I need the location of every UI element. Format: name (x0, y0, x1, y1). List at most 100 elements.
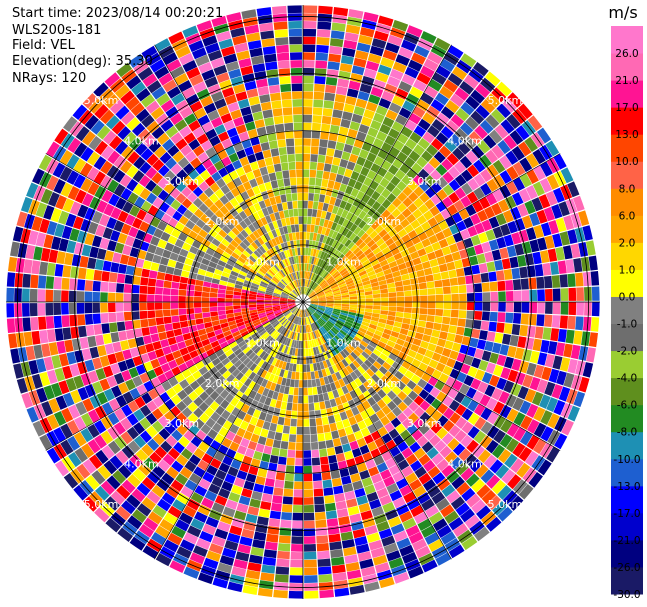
range-gate (218, 462, 230, 474)
range-gate (413, 418, 425, 430)
range-gate (309, 272, 313, 280)
range-gate (315, 310, 323, 316)
range-gate (314, 241, 319, 250)
range-gate (200, 213, 210, 224)
range-gate (193, 396, 204, 407)
range-gate (413, 447, 426, 460)
range-gate (215, 264, 225, 272)
range-gate (332, 249, 340, 258)
range-gate (363, 263, 373, 270)
range-gate (406, 380, 417, 390)
range-gate (520, 278, 529, 290)
range-ring-label: 3.0km (165, 175, 200, 188)
range-gate (287, 322, 293, 330)
range-gate (199, 169, 211, 181)
range-gate (199, 27, 215, 40)
range-gate (376, 194, 386, 205)
range-gate (267, 132, 277, 142)
range-gate (257, 359, 265, 368)
range-gate (292, 315, 297, 324)
range-gate (202, 523, 217, 536)
range-gate (119, 254, 130, 265)
range-gate (263, 549, 277, 559)
range-gate (190, 330, 199, 339)
range-gate (244, 226, 253, 236)
range-gate (442, 171, 455, 184)
range-gate (210, 340, 220, 348)
range-gate (124, 235, 135, 247)
range-gate (323, 286, 331, 292)
range-gate (226, 337, 236, 345)
range-gate (266, 288, 274, 293)
range-gate (446, 261, 456, 271)
range-gate (53, 179, 66, 194)
range-gate (198, 181, 210, 192)
range-gate (363, 347, 373, 356)
range-gate (379, 259, 389, 267)
range-gate (483, 134, 497, 149)
range-gate (284, 276, 291, 284)
range-gate (463, 217, 474, 229)
range-gate (347, 265, 355, 273)
range-gate (224, 540, 239, 551)
range-gate (196, 274, 205, 281)
range-gate (304, 567, 318, 576)
range-gate (381, 199, 392, 209)
range-gate (448, 325, 458, 334)
range-gate (315, 320, 322, 328)
range-gate (414, 263, 424, 272)
range-gate (388, 366, 398, 376)
range-gate (80, 178, 93, 193)
range-gate (126, 75, 142, 90)
range-gate (348, 80, 361, 91)
range-gate (309, 305, 317, 309)
range-gate (139, 188, 151, 200)
range-gate (412, 384, 423, 395)
range-gate (404, 355, 415, 364)
range-gate (255, 176, 264, 186)
range-gate (393, 252, 403, 261)
range-gate (286, 241, 292, 250)
range-gate (170, 394, 182, 406)
range-gate (257, 587, 273, 597)
range-gate (225, 290, 234, 295)
range-gate (107, 179, 119, 193)
range-gate (155, 279, 164, 288)
range-gate (227, 581, 243, 593)
colorbar-tick-label: 1.0 (619, 264, 636, 276)
range-gate (315, 311, 322, 317)
range-gate (303, 13, 317, 21)
range-gate (78, 325, 87, 338)
range-gate (454, 87, 470, 101)
range-gate (171, 93, 185, 106)
range-gate (296, 324, 300, 333)
range-gate (358, 34, 373, 46)
range-gate (287, 298, 296, 301)
range-gate (347, 285, 356, 290)
range-gate (236, 502, 249, 514)
range-gate (371, 38, 387, 49)
range-gate (231, 566, 247, 577)
range-gate (376, 399, 387, 409)
range-gate (378, 279, 387, 286)
range-gate (405, 524, 420, 537)
range-gate (314, 504, 326, 513)
range-gate (272, 349, 279, 358)
range-gate (230, 187, 241, 198)
range-gate (96, 125, 111, 140)
range-gate (438, 238, 449, 249)
range-gate (420, 221, 431, 232)
range-gate (245, 235, 254, 244)
range-gate (205, 128, 218, 140)
range-gate (233, 83, 246, 94)
range-gate (473, 430, 487, 444)
range-gate (82, 459, 97, 474)
range-gate (489, 281, 498, 292)
range-gate (315, 233, 321, 242)
range-gate (217, 306, 226, 311)
range-gate (349, 214, 358, 224)
range-gate (312, 273, 317, 282)
range-gate (188, 120, 201, 132)
range-gate (149, 325, 158, 335)
